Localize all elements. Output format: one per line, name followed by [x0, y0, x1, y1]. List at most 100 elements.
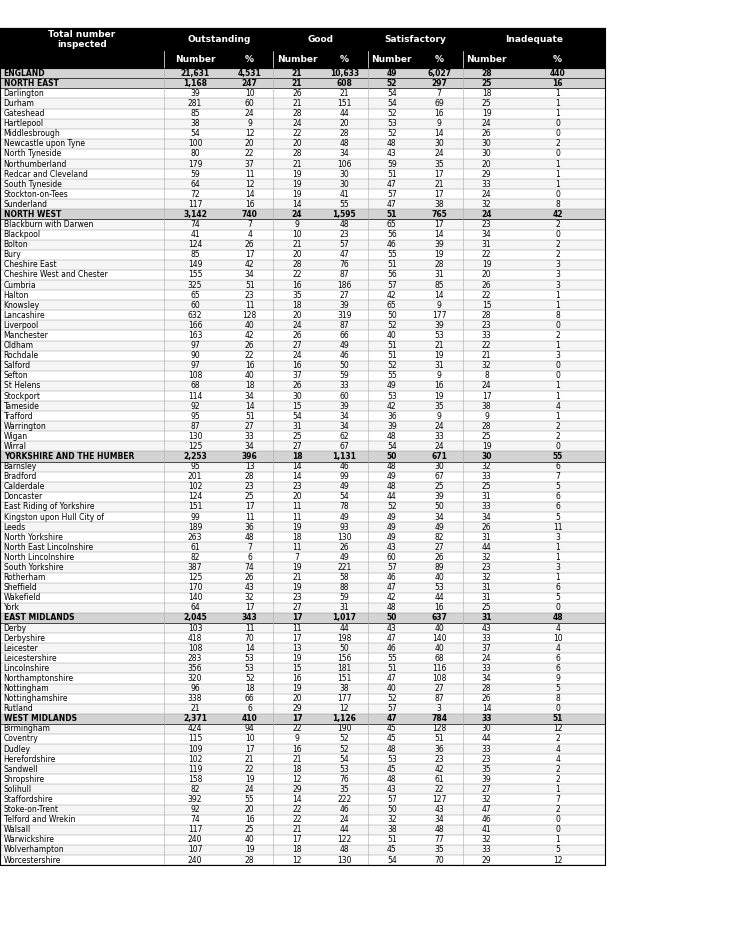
Text: 26: 26: [245, 240, 254, 249]
Text: 21: 21: [292, 69, 303, 78]
Text: 53: 53: [434, 583, 444, 592]
Text: 0: 0: [555, 120, 560, 128]
Text: 60: 60: [340, 391, 349, 401]
Text: Warwickshire: Warwickshire: [4, 835, 55, 844]
Text: 40: 40: [387, 331, 397, 340]
Text: 25: 25: [481, 78, 492, 88]
Text: 85: 85: [190, 250, 200, 260]
Text: 70: 70: [434, 856, 444, 865]
Text: 10: 10: [553, 633, 563, 643]
Text: 58: 58: [340, 573, 349, 582]
Text: 54: 54: [387, 856, 397, 865]
Text: Wakefield: Wakefield: [4, 593, 41, 602]
Text: 15: 15: [292, 664, 302, 672]
Text: 50: 50: [340, 361, 349, 370]
Text: Bolton: Bolton: [4, 240, 28, 249]
Text: Sunderland: Sunderland: [4, 200, 47, 209]
Text: 57: 57: [340, 240, 349, 249]
Text: 128: 128: [243, 311, 257, 319]
Text: 52: 52: [387, 129, 397, 138]
Text: 23: 23: [482, 220, 491, 229]
Text: 117: 117: [188, 200, 202, 209]
Text: 1: 1: [555, 160, 560, 168]
Text: 31: 31: [482, 492, 491, 502]
Text: 15: 15: [292, 402, 302, 411]
Text: 166: 166: [188, 321, 202, 330]
Text: 40: 40: [245, 835, 254, 844]
Text: 20: 20: [482, 160, 491, 168]
Text: 52: 52: [387, 361, 397, 370]
Text: Inadequate: Inadequate: [505, 35, 563, 44]
Text: EAST MIDLANDS: EAST MIDLANDS: [4, 614, 74, 622]
Text: 122: 122: [338, 835, 351, 844]
Text: Cheshire West and Chester: Cheshire West and Chester: [4, 271, 107, 279]
Text: 48: 48: [245, 532, 254, 542]
Text: 68: 68: [190, 381, 200, 390]
Text: 12: 12: [292, 856, 302, 865]
Bar: [0, 411, 605, 421]
Text: 9: 9: [437, 412, 442, 420]
Text: 6: 6: [555, 492, 560, 502]
Text: Newcastle upon Tyne: Newcastle upon Tyne: [4, 139, 85, 149]
Bar: [0, 703, 605, 714]
Text: 46: 46: [387, 573, 397, 582]
Text: 87: 87: [434, 694, 444, 703]
Text: 17: 17: [245, 502, 254, 512]
Text: 3: 3: [555, 280, 560, 290]
Bar: [0, 270, 605, 280]
Bar: [0, 602, 605, 613]
Text: Bury: Bury: [4, 250, 21, 260]
Text: 37: 37: [292, 372, 302, 380]
Bar: [0, 653, 605, 663]
Text: 49: 49: [340, 482, 349, 491]
Text: 158: 158: [188, 775, 202, 784]
Text: Number: Number: [175, 55, 215, 64]
Text: 1,126: 1,126: [332, 715, 356, 723]
Text: 190: 190: [338, 725, 351, 733]
Text: 2,045: 2,045: [183, 614, 207, 622]
Text: Rochdale: Rochdale: [4, 351, 39, 361]
Text: 392: 392: [188, 795, 202, 804]
Bar: [0, 492, 605, 502]
Text: 27: 27: [434, 684, 444, 693]
Text: 21,631: 21,631: [181, 69, 209, 78]
Text: 52: 52: [387, 502, 397, 512]
Text: 36: 36: [387, 412, 397, 420]
Text: 28: 28: [482, 311, 491, 319]
Text: 3: 3: [555, 351, 560, 361]
Text: 18: 18: [292, 452, 303, 461]
Text: 28: 28: [482, 422, 491, 431]
Text: 21: 21: [292, 160, 302, 168]
Text: 130: 130: [188, 432, 202, 441]
Text: 26: 26: [292, 89, 302, 98]
Text: %: %: [245, 55, 254, 64]
Text: 765: 765: [432, 210, 447, 219]
Text: 21: 21: [245, 755, 254, 764]
Text: 47: 47: [482, 805, 491, 814]
Text: 53: 53: [387, 120, 397, 128]
Text: 26: 26: [482, 694, 491, 703]
Text: 24: 24: [292, 120, 302, 128]
Text: 18: 18: [482, 89, 491, 98]
Text: 42: 42: [387, 290, 397, 300]
Text: 42: 42: [434, 765, 444, 773]
Text: East Riding of Yorkshire: East Riding of Yorkshire: [4, 502, 94, 512]
Text: 24: 24: [434, 442, 444, 451]
Text: Worcestershire: Worcestershire: [4, 856, 61, 865]
Bar: [0, 331, 605, 341]
Text: Derbyshire: Derbyshire: [4, 633, 46, 643]
Text: 14: 14: [434, 290, 444, 300]
Bar: [0, 522, 605, 532]
Text: 50: 50: [434, 502, 444, 512]
Text: 1: 1: [555, 290, 560, 300]
Text: 4: 4: [247, 230, 252, 239]
Text: 48: 48: [553, 614, 563, 622]
Text: 6: 6: [555, 664, 560, 672]
Text: 179: 179: [188, 160, 202, 168]
Text: 16: 16: [434, 603, 444, 613]
Text: 0: 0: [555, 815, 560, 824]
Bar: [0, 714, 605, 724]
Text: Good: Good: [308, 35, 334, 44]
Text: Birmingham: Birmingham: [4, 725, 50, 733]
Bar: [0, 633, 605, 644]
